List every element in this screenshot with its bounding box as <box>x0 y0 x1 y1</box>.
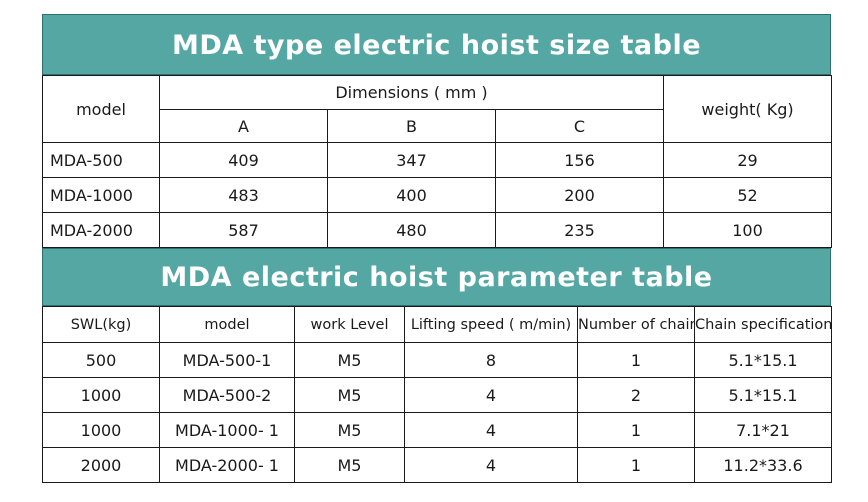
cell-swl: 1000 <box>42 412 160 448</box>
cell-weight: 29 <box>663 142 833 178</box>
cell-chain-spec: 5.1*15.1 <box>694 377 832 413</box>
cell-c: 235 <box>494 212 665 248</box>
cell-chain-spec: 7.1*21 <box>694 412 832 448</box>
header-b: B <box>327 109 496 143</box>
cell-a: 409 <box>159 142 328 178</box>
cell-chain-spec: 5.1*15.1 <box>694 342 832 378</box>
param-table-title: MDA electric hoist parameter table <box>42 248 831 306</box>
size-table-header-row: model Dimensions ( mm ) weight( Kg) <box>42 75 833 143</box>
cell-model: MDA-500-1 <box>159 342 295 378</box>
cell-chains: 2 <box>577 377 695 413</box>
header-work-level: work Level <box>294 306 405 343</box>
cell-model: MDA-500-2 <box>159 377 295 413</box>
table-row: MDA-2000 587 480 235 100 <box>42 212 833 248</box>
table-row: 2000 MDA-2000- 1 M5 4 1 11.2*33.6 <box>42 447 832 483</box>
header-weight: weight( Kg) <box>663 75 833 143</box>
spec-sheet: MDA type electric hoist size table model… <box>42 14 833 483</box>
cell-model: MDA-1000- 1 <box>159 412 295 448</box>
size-table-title: MDA type electric hoist size table <box>42 14 831 75</box>
cell-a: 483 <box>159 177 328 213</box>
header-model: model <box>159 306 295 343</box>
cell-c: 200 <box>494 177 665 213</box>
cell-swl: 2000 <box>42 447 160 483</box>
header-lifting-speed: Lifting speed ( m/min) <box>404 306 578 343</box>
cell-weight: 52 <box>663 177 833 213</box>
cell-a: 587 <box>159 212 328 248</box>
header-model: model <box>42 75 160 143</box>
cell-chains: 1 <box>577 412 695 448</box>
cell-lifting-speed: 8 <box>404 342 578 378</box>
cell-lifting-speed: 4 <box>404 447 578 483</box>
cell-model: MDA-1000 <box>42 177 160 213</box>
cell-b: 400 <box>327 177 496 213</box>
cell-model: MDA-500 <box>42 142 160 178</box>
cell-weight: 100 <box>663 212 833 248</box>
cell-model: MDA-2000- 1 <box>159 447 295 483</box>
cell-chains: 1 <box>577 342 695 378</box>
header-c: C <box>494 109 665 143</box>
cell-work-level: M5 <box>294 447 405 483</box>
cell-lifting-speed: 4 <box>404 377 578 413</box>
header-chain-spec: Chain specifications <box>694 306 832 343</box>
table-row: MDA-1000 483 400 200 52 <box>42 177 833 213</box>
table-row: 1000 MDA-1000- 1 M5 4 1 7.1*21 <box>42 412 832 448</box>
cell-work-level: M5 <box>294 342 405 378</box>
cell-model: MDA-2000 <box>42 212 160 248</box>
cell-chain-spec: 11.2*33.6 <box>694 447 832 483</box>
cell-chains: 1 <box>577 447 695 483</box>
header-a: A <box>159 109 328 143</box>
cell-work-level: M5 <box>294 377 405 413</box>
cell-c: 156 <box>494 142 665 178</box>
header-chains: Number of chains <box>577 306 695 343</box>
cell-swl: 500 <box>42 342 160 378</box>
cell-lifting-speed: 4 <box>404 412 578 448</box>
param-table-header-row: SWL(kg) model work Level Lifting speed (… <box>42 306 832 343</box>
table-row: 500 MDA-500-1 M5 8 1 5.1*15.1 <box>42 342 832 378</box>
table-row: MDA-500 409 347 156 29 <box>42 142 833 178</box>
cell-b: 480 <box>327 212 496 248</box>
cell-work-level: M5 <box>294 412 405 448</box>
table-row: 1000 MDA-500-2 M5 4 2 5.1*15.1 <box>42 377 832 413</box>
param-table: SWL(kg) model work Level Lifting speed (… <box>42 306 832 483</box>
cell-b: 347 <box>327 142 496 178</box>
header-dimensions: Dimensions ( mm ) <box>158 75 665 110</box>
header-swl: SWL(kg) <box>42 306 160 343</box>
size-table: model Dimensions ( mm ) weight( Kg) A B … <box>42 75 833 248</box>
cell-swl: 1000 <box>42 377 160 413</box>
